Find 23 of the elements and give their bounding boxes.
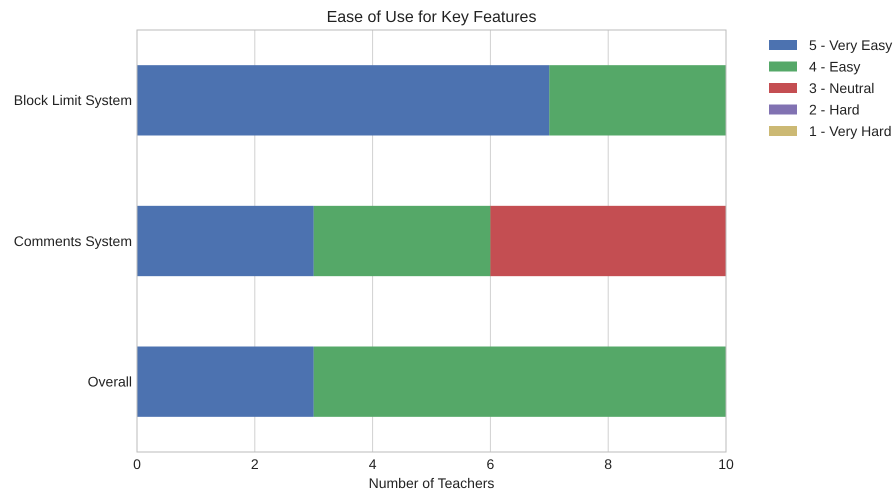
bar [549, 65, 726, 136]
bar [137, 346, 314, 417]
legend-label: 5 - Very Easy [809, 36, 892, 53]
x-tick-label: 0 [133, 456, 142, 472]
y-tick-label: Block Limit System [14, 92, 132, 108]
legend-label: 1 - Very Hard [809, 122, 892, 139]
x-tick-label: 10 [718, 456, 734, 472]
x-tick-label: 2 [250, 456, 259, 472]
x-tick-label: 4 [368, 456, 377, 472]
legend-label: 2 - Hard [809, 101, 860, 118]
y-tick-label: Overall [88, 374, 132, 390]
x-tick-label: 8 [604, 456, 612, 472]
bar [490, 206, 726, 276]
bar [314, 206, 490, 276]
bar [314, 346, 726, 417]
bar [137, 65, 550, 136]
chart-title: Ease of Use for Key Features [326, 9, 536, 26]
x-axis-title: Number of Teachers [368, 475, 494, 490]
bar [137, 206, 314, 276]
legend-label: 3 - Neutral [809, 80, 874, 96]
x-tick-label: 6 [486, 456, 494, 472]
y-tick-label: Comments System [14, 232, 132, 249]
legend-label: 4 - Easy [809, 58, 860, 74]
